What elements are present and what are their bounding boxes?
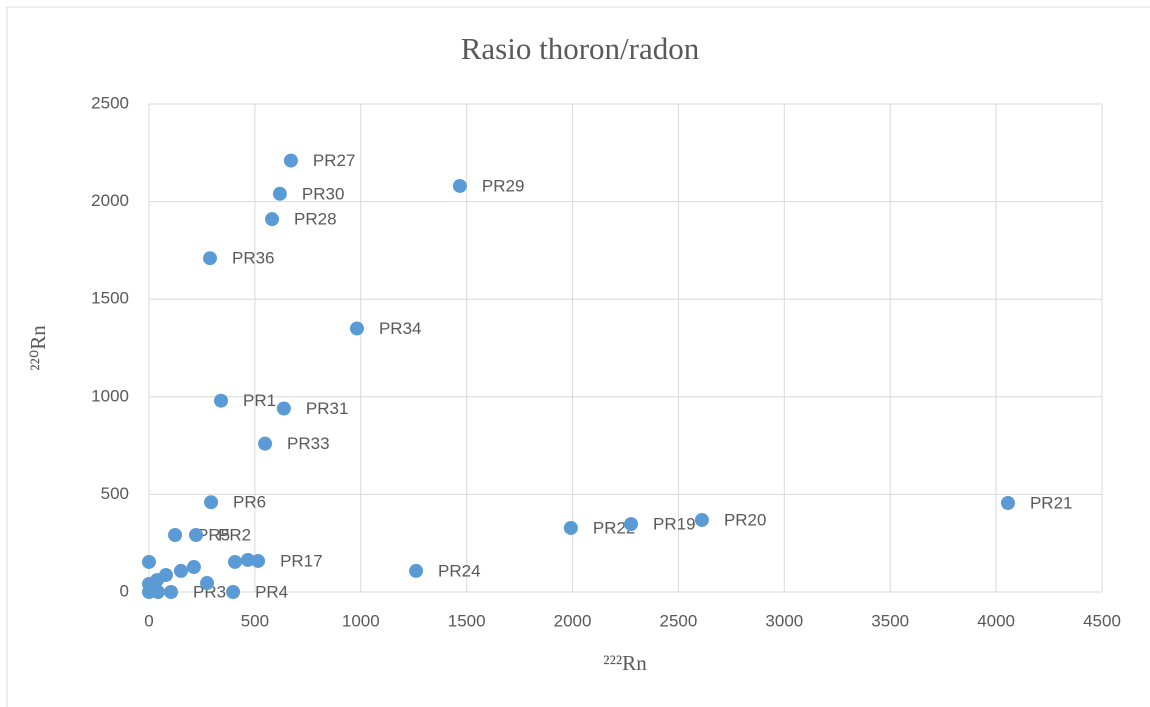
- point: [240, 552, 255, 567]
- point: [272, 186, 287, 201]
- point: [624, 517, 639, 532]
- point-label: PR4: [255, 582, 288, 601]
- point: [283, 153, 298, 168]
- point: [258, 436, 273, 451]
- point-label: PR27: [313, 151, 356, 170]
- point: [226, 585, 241, 599]
- point-label: PR31: [306, 399, 349, 418]
- point: [1000, 495, 1015, 510]
- point-label: PR30: [302, 184, 345, 203]
- y-tick-label: 0: [120, 581, 129, 600]
- y-tick-label: 2000: [91, 191, 129, 210]
- x-tick-label: 1500: [448, 611, 486, 630]
- y-axis-title: ²²⁰Rn: [26, 325, 50, 371]
- y-tick-label: 1500: [91, 289, 129, 308]
- point-label: PR20: [724, 510, 767, 529]
- y-tick-label: 1000: [91, 386, 129, 405]
- x-tick-label: 500: [241, 611, 269, 630]
- point-label: PR34: [379, 319, 422, 338]
- point: [202, 251, 217, 266]
- y-tick-label: 500: [101, 484, 129, 503]
- point-label: PR17: [280, 551, 323, 570]
- point-label: PR24: [438, 561, 481, 580]
- chart-title: Rasio thoron/radon: [461, 31, 700, 66]
- point: [251, 553, 266, 568]
- point: [694, 512, 709, 527]
- point: [265, 212, 280, 227]
- y-tick-label: 2500: [91, 93, 129, 112]
- point-label: PR6: [233, 493, 266, 512]
- point-label: PR1: [243, 391, 276, 410]
- point: [200, 576, 215, 591]
- x-axis-title: ²²²Rn: [603, 651, 647, 675]
- point: [189, 528, 204, 543]
- chart-frame: [6, 6, 1150, 707]
- point: [227, 554, 242, 569]
- x-tick-label: 3000: [765, 611, 803, 630]
- point: [142, 554, 156, 569]
- point: [409, 563, 424, 578]
- point: [214, 393, 229, 408]
- point: [173, 563, 188, 578]
- point: [349, 321, 364, 336]
- point-label: PR29: [482, 176, 525, 195]
- point: [204, 495, 219, 510]
- point: [186, 560, 201, 575]
- point: [563, 520, 578, 535]
- point: [144, 581, 159, 596]
- x-tick-label: 4000: [977, 611, 1015, 630]
- point-label: PR3: [193, 582, 226, 601]
- x-tick-label: 2500: [660, 611, 698, 630]
- x-tick-label: 3500: [871, 611, 909, 630]
- point-label: PR5: [197, 525, 230, 544]
- x-tick-label: 4500: [1083, 611, 1121, 630]
- x-tick-label: 1000: [342, 611, 380, 630]
- point-label: PR2: [218, 525, 251, 544]
- point-label: PR28: [294, 210, 337, 229]
- point-label: PR21: [1030, 493, 1073, 512]
- point-label: PR19: [653, 515, 696, 534]
- point: [164, 585, 179, 599]
- point-label: PR33: [287, 434, 330, 453]
- point-label: PR36: [232, 249, 275, 268]
- point: [276, 401, 291, 416]
- point: [452, 178, 467, 193]
- x-tick-label: 2000: [554, 611, 592, 630]
- point: [168, 528, 183, 543]
- x-tick-label: 0: [144, 611, 153, 630]
